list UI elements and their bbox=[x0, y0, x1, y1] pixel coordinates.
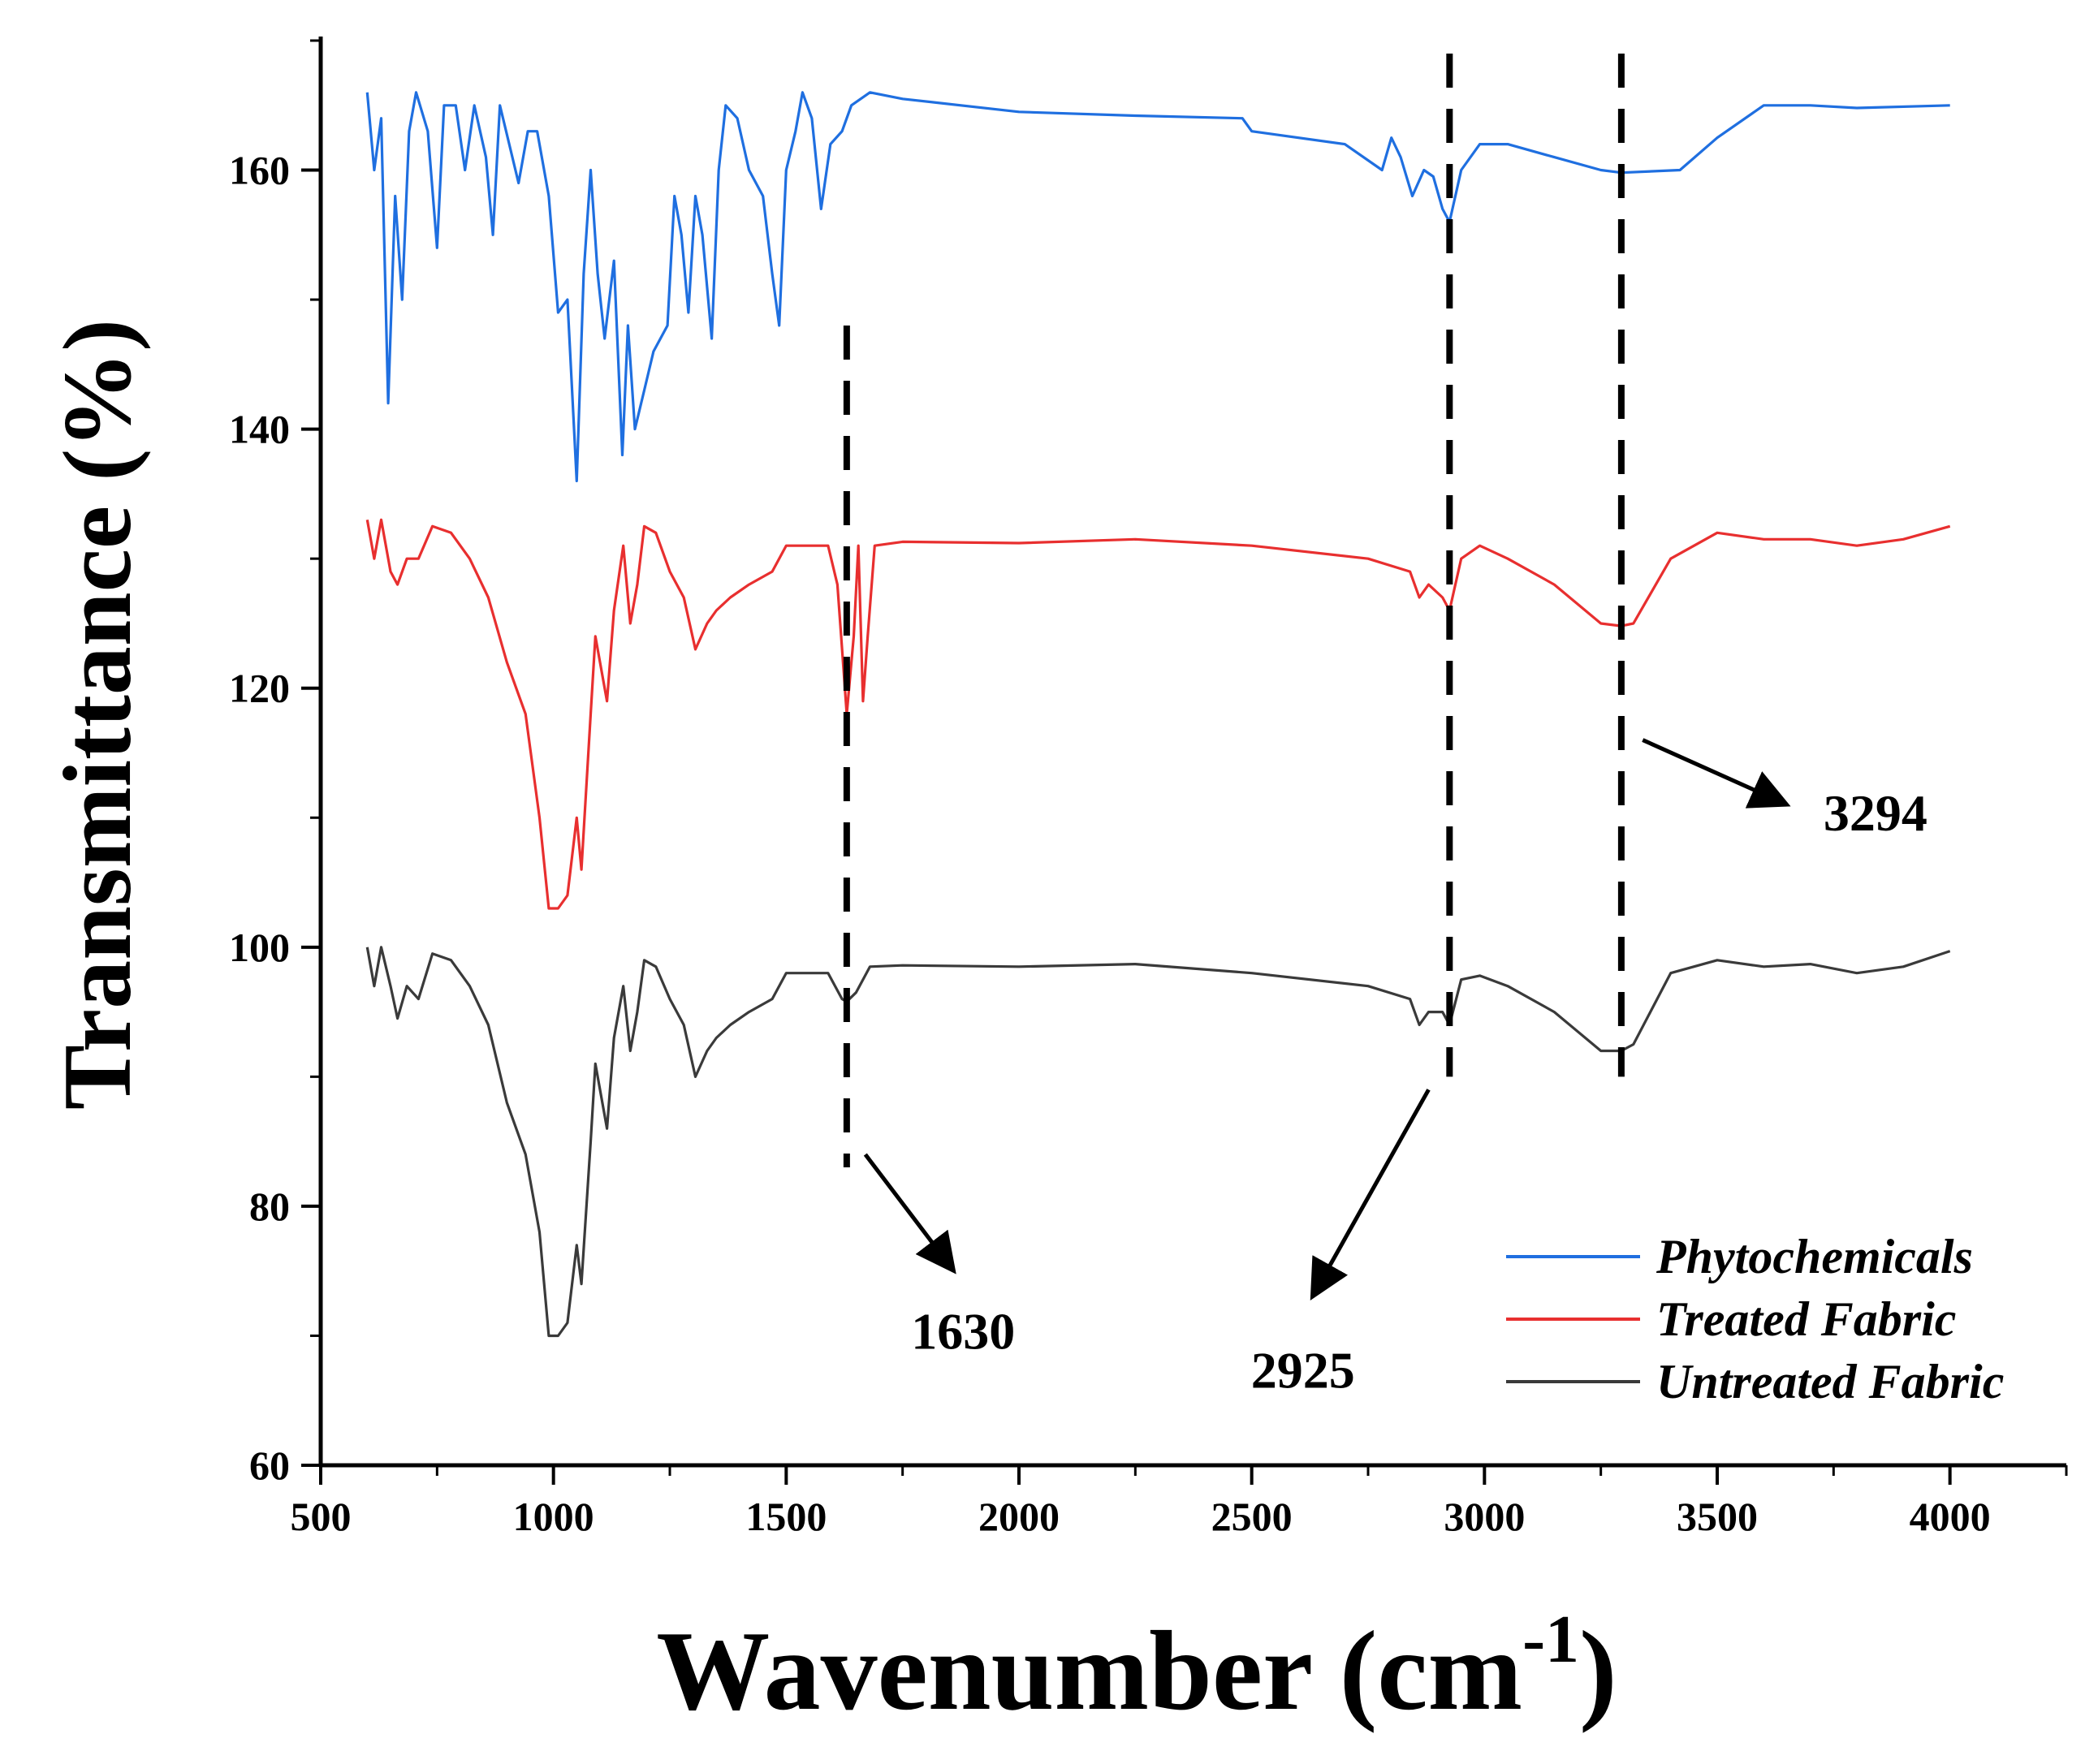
x-axis-title: Wavenumber (cm-1) bbox=[656, 1602, 1617, 1734]
x-axis-title-superscript: -1 bbox=[1522, 1602, 1579, 1677]
x-tick-label: 1000 bbox=[513, 1494, 594, 1539]
legend: Phytochemicals Treated Fabric Untreated Fa… bbox=[1506, 1230, 2004, 1408]
x-tick-label: 500 bbox=[291, 1494, 352, 1539]
annotation-label: 2925 bbox=[1251, 1341, 1355, 1399]
x-tick-label: 3000 bbox=[1444, 1494, 1525, 1539]
y-tick-label: 80 bbox=[249, 1184, 290, 1229]
annotation-label: 3294 bbox=[1824, 784, 1927, 842]
y-tick-label: 120 bbox=[229, 666, 290, 711]
y-tick-label: 140 bbox=[229, 407, 290, 452]
x-tick-label: 4000 bbox=[1910, 1494, 1991, 1539]
x-axis-title-close: ) bbox=[1579, 1608, 1617, 1734]
x-tick-label: 1500 bbox=[745, 1494, 827, 1539]
legend-label: Untreated Fabric bbox=[1656, 1355, 2004, 1408]
legend-label: Treated Fabric bbox=[1656, 1292, 1956, 1346]
annotation-arrow bbox=[863, 1153, 956, 1274]
axes: 500 1000 1500 2000 2500 3000 3500 4000 60 80 100 12… bbox=[229, 37, 2068, 1539]
annotation-arrow bbox=[1310, 1089, 1431, 1300]
annotation-label: 1630 bbox=[911, 1302, 1015, 1360]
plot-area bbox=[365, 91, 1951, 1338]
series-line-treated-fabric bbox=[365, 518, 1951, 910]
x-axis-title-main: Wavenumber (cm bbox=[656, 1608, 1522, 1734]
x-tick-label: 3500 bbox=[1677, 1494, 1758, 1539]
annotation-arrow bbox=[1642, 738, 1791, 809]
y-tick-label: 100 bbox=[229, 925, 290, 970]
annotations: 1630 2925 3294 bbox=[843, 53, 1927, 1399]
series-line-phytochemicals bbox=[365, 91, 1950, 483]
y-axis-title: Transmittance (%) bbox=[43, 319, 151, 1110]
x-tick-label: 2500 bbox=[1211, 1494, 1293, 1539]
series-line-untreated-fabric bbox=[365, 946, 1951, 1338]
y-tick-label: 160 bbox=[229, 148, 290, 193]
y-tick-label: 60 bbox=[249, 1443, 290, 1488]
legend-label: Phytochemicals bbox=[1656, 1230, 1973, 1283]
x-tick-label: 2000 bbox=[978, 1494, 1060, 1539]
